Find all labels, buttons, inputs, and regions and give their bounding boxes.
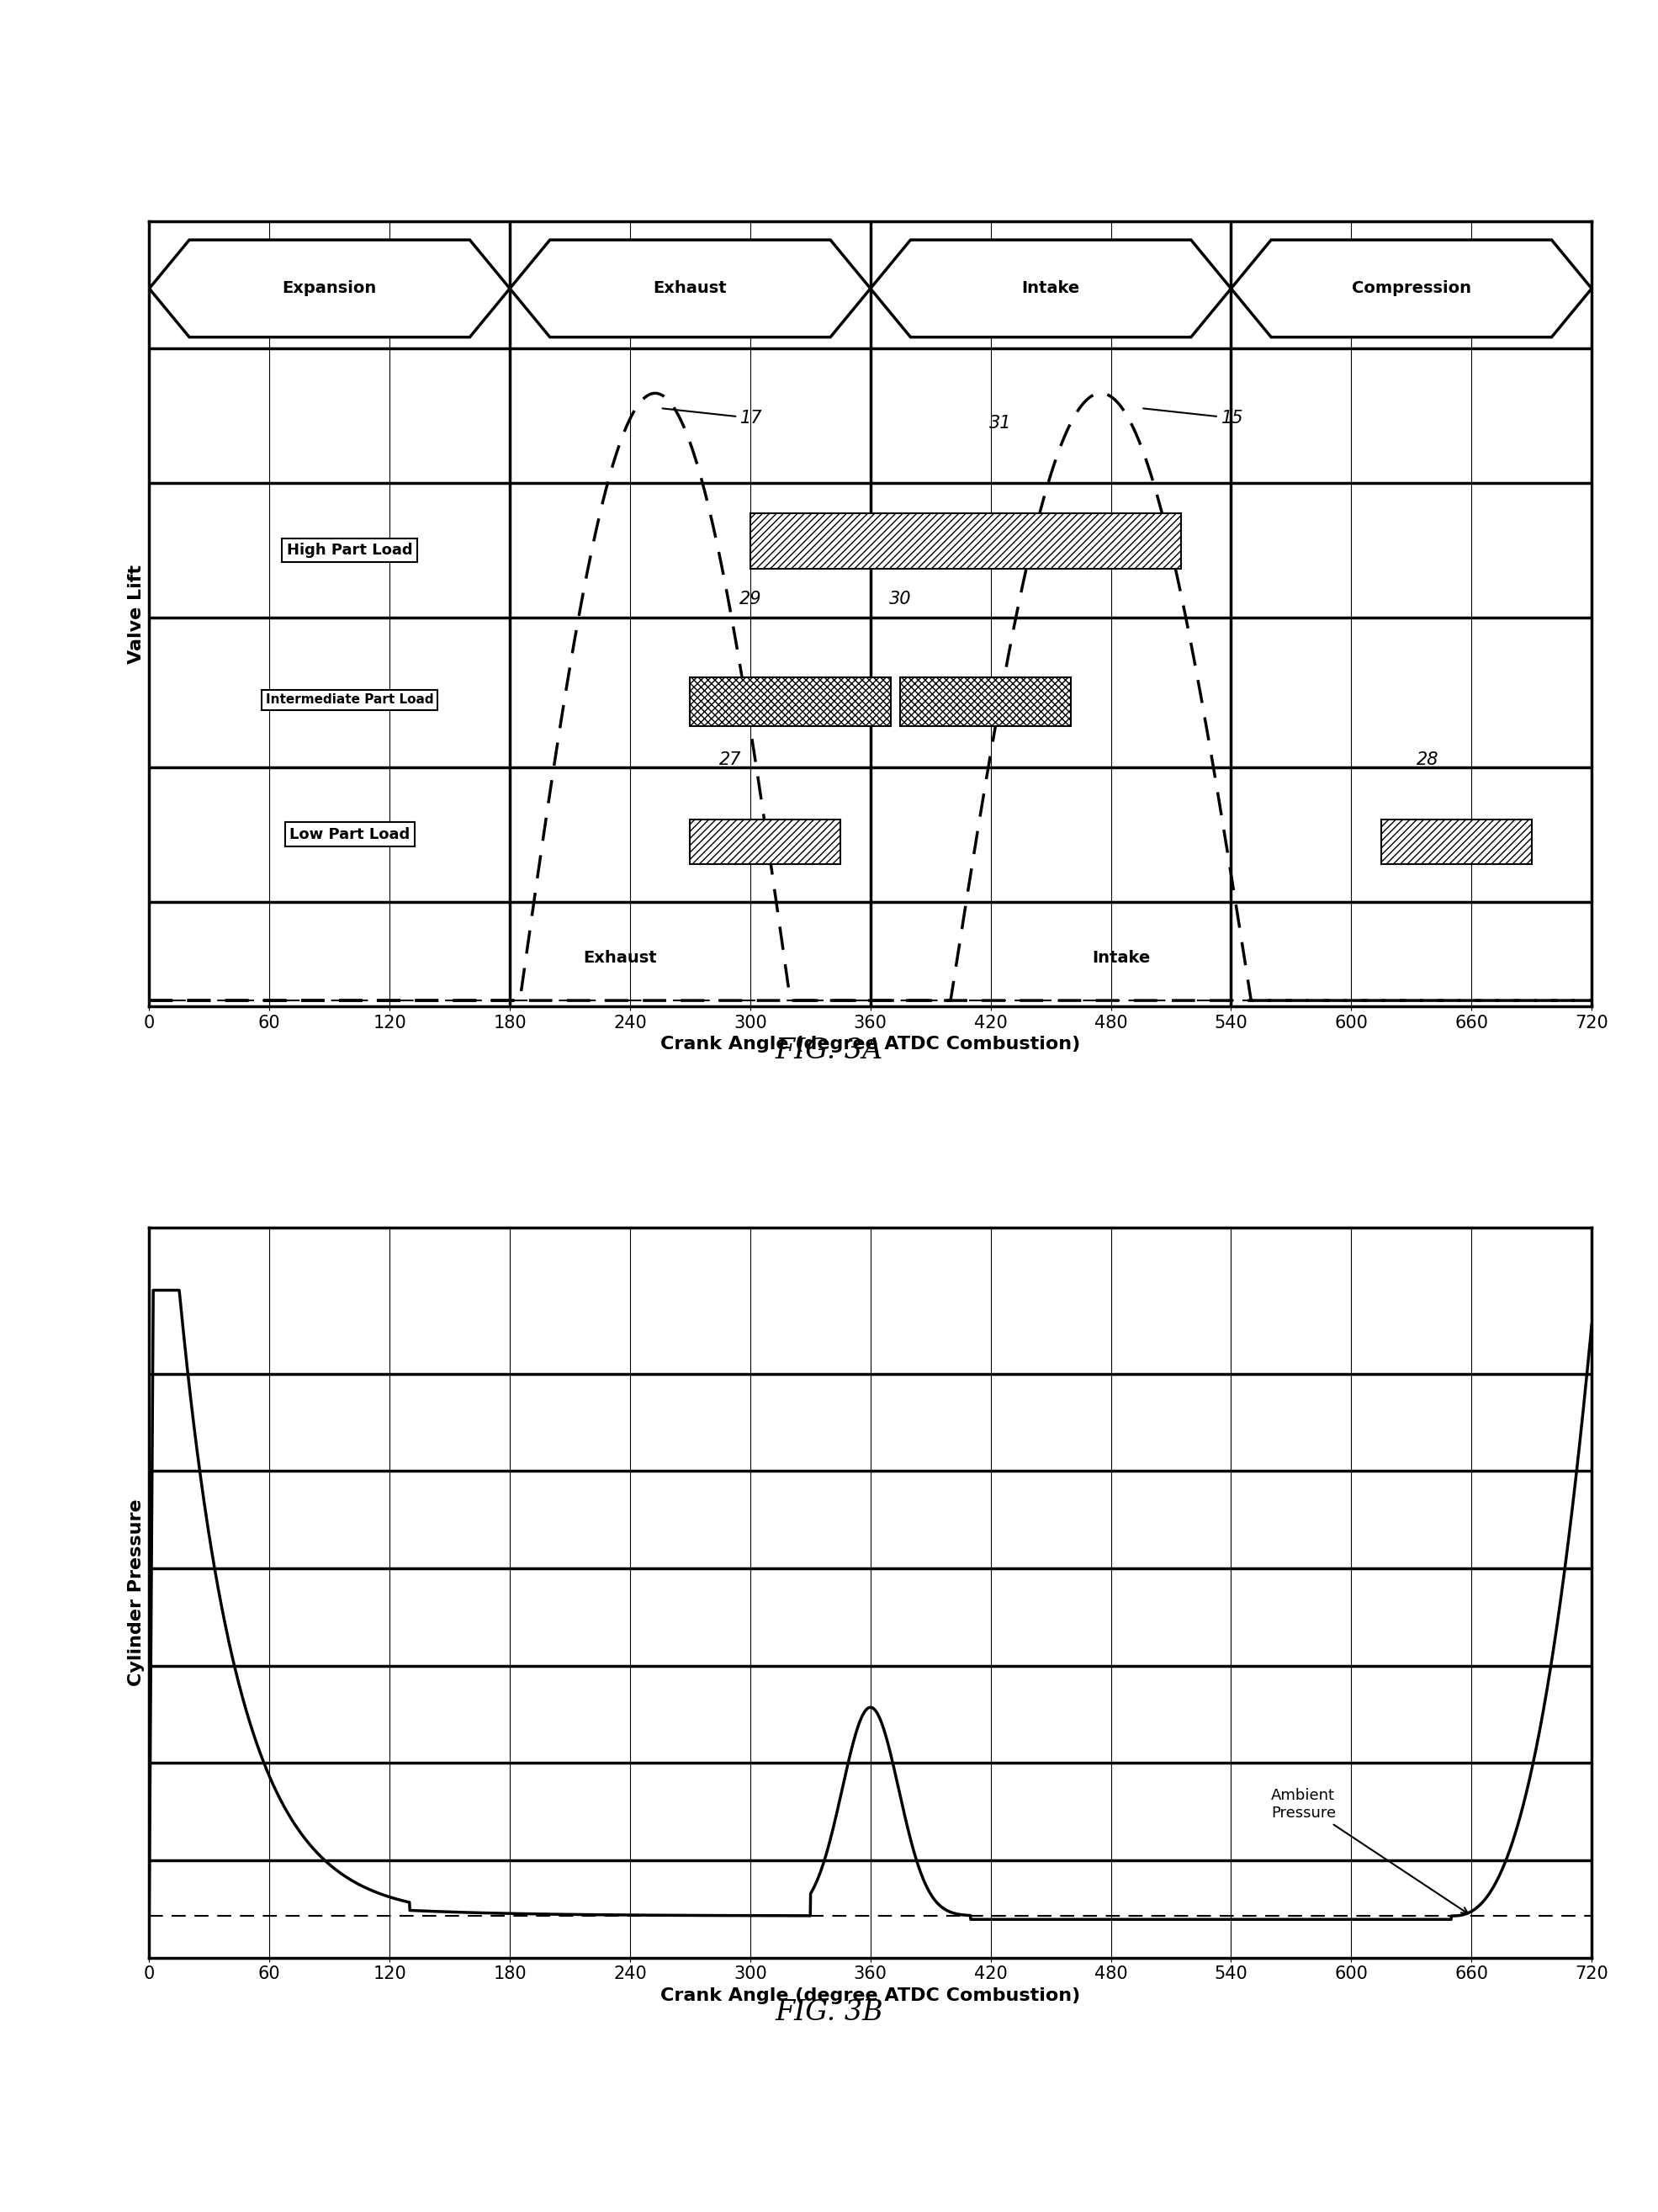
Bar (1381, 818, 1532, 865)
Text: 17: 17 (663, 409, 763, 427)
Polygon shape (1230, 239, 1592, 336)
Bar (690, 818, 841, 865)
Text: 29: 29 (739, 591, 761, 608)
Text: Exhaust: Exhaust (653, 281, 726, 296)
Text: Compression: Compression (1351, 281, 1471, 296)
Text: 30: 30 (889, 591, 912, 608)
Bar (900, 677, 1071, 726)
Bar (749, 513, 1180, 568)
Text: 31: 31 (990, 414, 1011, 431)
Text: Ambient
Pressure: Ambient Pressure (1272, 1787, 1467, 1913)
Text: Expansion: Expansion (282, 281, 376, 296)
Text: FIG. 3A: FIG. 3A (774, 1037, 884, 1064)
Text: 15: 15 (1144, 409, 1244, 427)
Text: 28: 28 (1416, 752, 1439, 768)
Text: Intermediate Part Load: Intermediate Part Load (265, 695, 433, 706)
Text: Exhaust: Exhaust (584, 949, 657, 967)
Text: FIG. 3B: FIG. 3B (774, 2000, 884, 2026)
Text: Intake: Intake (1021, 281, 1079, 296)
Text: Low Part Load: Low Part Load (288, 827, 410, 843)
Polygon shape (870, 239, 1230, 336)
Y-axis label: Valve Lift: Valve Lift (128, 564, 144, 664)
Y-axis label: Cylinder Pressure: Cylinder Pressure (128, 1500, 144, 1686)
Bar (690, 677, 890, 726)
Text: Intake: Intake (1091, 949, 1151, 967)
X-axis label: Crank Angle (degree ATDC Combustion): Crank Angle (degree ATDC Combustion) (660, 1986, 1081, 2004)
Polygon shape (149, 239, 511, 336)
Polygon shape (511, 239, 870, 336)
Text: High Part Load: High Part Load (287, 542, 413, 557)
X-axis label: Crank Angle (degree ATDC Combustion): Crank Angle (degree ATDC Combustion) (660, 1035, 1081, 1053)
Text: 27: 27 (720, 752, 741, 768)
